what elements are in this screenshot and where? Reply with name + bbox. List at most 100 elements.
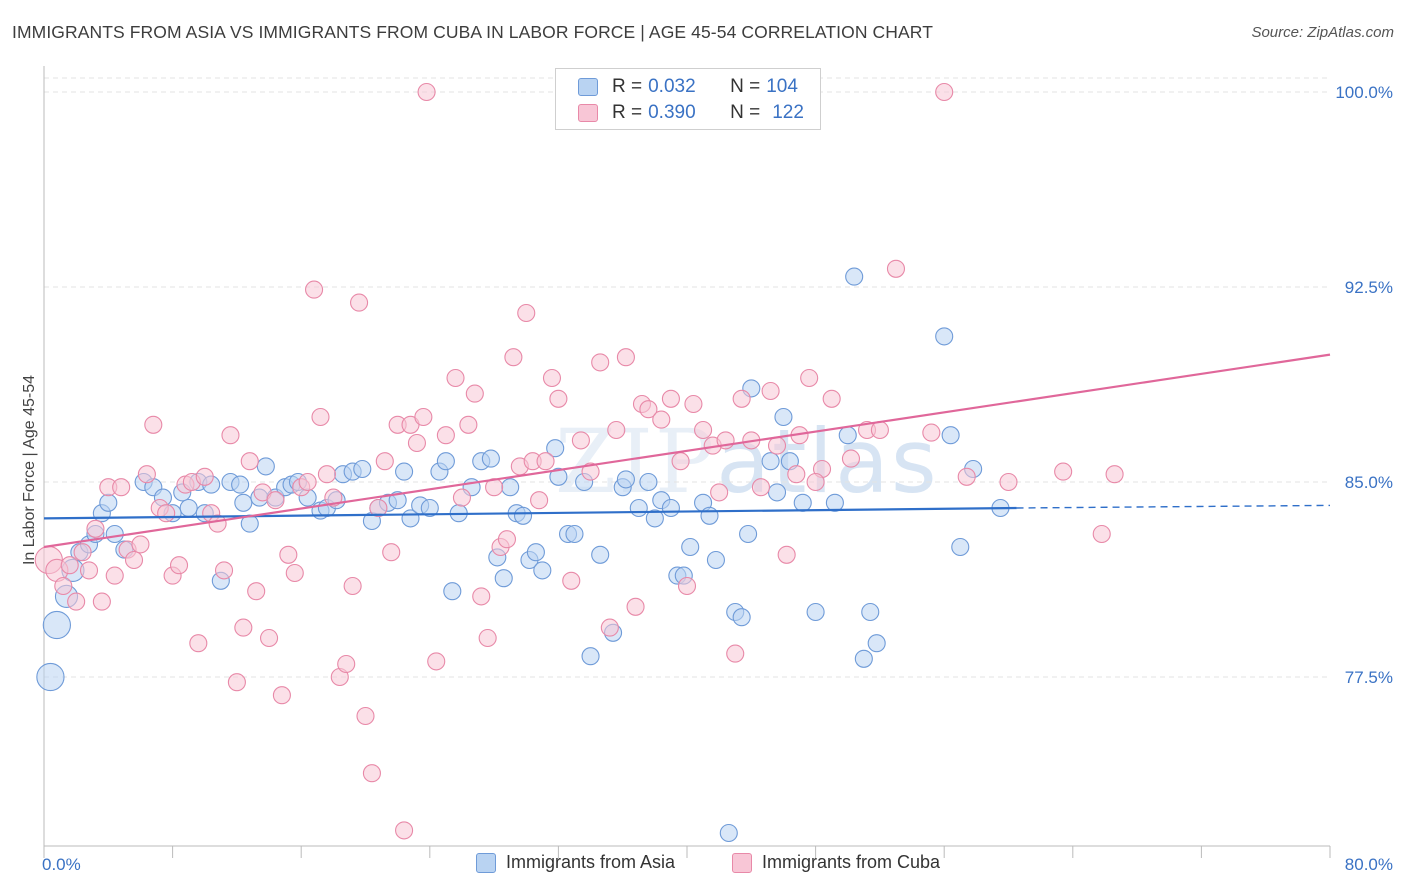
watermark: ZIPatlas [555, 410, 939, 513]
cuba-point [279, 545, 298, 564]
cuba-point [131, 535, 150, 554]
cuba-point [79, 561, 99, 580]
cuba-point [478, 628, 497, 648]
cuba-point [639, 400, 658, 419]
cuba-point [369, 498, 388, 518]
cuba-point [767, 436, 787, 455]
bottom-legend: Immigrants from Asia Immigrants from Cub… [0, 852, 1406, 876]
cuba-point [266, 491, 285, 510]
cuba-point [234, 618, 253, 637]
bottom-legend-cuba-label: Immigrants from Cuba [762, 852, 941, 872]
bottom-legend-asia-label: Immigrants from Asia [506, 852, 676, 872]
cuba-point [427, 652, 446, 671]
cuba-point [459, 415, 478, 434]
cuba-point [710, 483, 729, 502]
cuba-point [536, 452, 555, 471]
cuba-point [144, 415, 163, 434]
asia-point [645, 509, 664, 528]
asia-point [443, 582, 462, 601]
asia-point [179, 498, 198, 518]
cuba-point [305, 280, 324, 299]
asia-point [861, 602, 880, 622]
cuba-point [362, 764, 381, 783]
asia-point [739, 524, 758, 544]
cuba-point [841, 449, 861, 468]
asia-point [436, 452, 455, 471]
cuba-point [356, 706, 375, 726]
legend-r-value: 0.032 [648, 76, 696, 97]
cuba-point [761, 381, 780, 401]
legend-n-label: N = [730, 102, 761, 123]
asia-point [581, 647, 600, 666]
asia-point [706, 550, 725, 570]
cuba-point [517, 303, 536, 323]
cuba-point [886, 259, 906, 278]
asia-point [793, 493, 812, 512]
asia-point [501, 478, 520, 497]
asia-point [774, 407, 793, 427]
cuba-point [446, 368, 465, 388]
cuba-point [751, 478, 770, 497]
cuba-point [800, 368, 819, 388]
cuba-point [157, 504, 176, 523]
cuba-point [240, 452, 259, 471]
cuba-point [600, 618, 619, 637]
asia-point [234, 493, 253, 512]
cuba-point [382, 543, 401, 562]
legend-n-value: 122 [772, 102, 804, 123]
cuba-point [169, 556, 189, 575]
asia-point [42, 610, 72, 640]
cuba-point [221, 426, 240, 445]
y-tick-label: 92.5% [1345, 278, 1393, 297]
cuba-point [732, 389, 751, 408]
cuba-point [395, 821, 414, 840]
asia-point [935, 327, 954, 346]
asia-point [719, 823, 738, 843]
asia-point [700, 506, 719, 525]
asia-point [353, 459, 372, 479]
chart-source: Source: ZipAtlas.com [1251, 24, 1394, 41]
cuba-point [677, 576, 697, 596]
asia-point [732, 608, 751, 627]
cuba-point [607, 420, 626, 440]
cuba-point [285, 563, 304, 583]
cuba-point [935, 82, 954, 102]
asia-point [546, 439, 565, 458]
cuba-point [726, 644, 745, 663]
cuba-point [407, 433, 426, 453]
asia-point [681, 537, 700, 557]
asia-point [565, 524, 584, 544]
chart-title: IMMIGRANTS FROM ASIA VS IMMIGRANTS FROM … [12, 22, 933, 42]
cuba-point [652, 410, 671, 429]
cuba-point [214, 561, 234, 580]
cuba-point [67, 592, 86, 611]
asia-point [533, 561, 552, 580]
cuba-point [661, 389, 680, 408]
cuba-point [671, 452, 690, 471]
cuba-point [227, 673, 246, 692]
legend-r-label: R = [612, 102, 643, 123]
cuba-point [417, 82, 436, 102]
cuba-point [922, 423, 941, 442]
asia-point [825, 493, 844, 512]
asia-point [867, 634, 886, 653]
cuba-point [1092, 524, 1111, 544]
cuba-point [591, 353, 610, 372]
cuba-point [616, 348, 635, 367]
asia-trend-extension [1016, 504, 1331, 509]
cuba-point [999, 472, 1018, 492]
asia-point [526, 543, 545, 562]
cuba-point [337, 654, 356, 674]
cuba-point [311, 407, 330, 427]
cuba-point [870, 420, 889, 440]
legend-swatch-cuba [578, 104, 598, 122]
legend-n-label: N = [730, 76, 761, 97]
asia-point [549, 467, 568, 486]
cuba-point [195, 467, 214, 486]
cuba-point [414, 407, 433, 427]
asia-point [388, 491, 407, 510]
cuba-point [350, 293, 369, 312]
cuba-point [542, 368, 562, 388]
cuba-point [806, 472, 825, 492]
